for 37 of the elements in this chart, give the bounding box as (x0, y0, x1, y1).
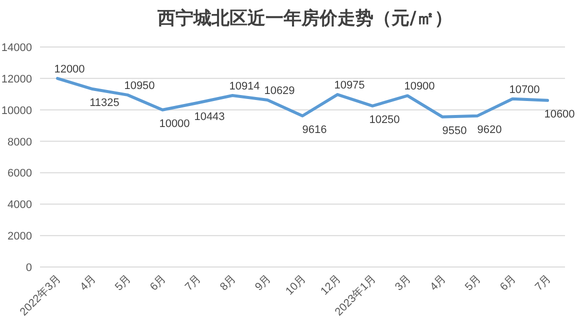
chart-title: 西宁城北区近一年房价走势（元/㎡） (156, 8, 452, 29)
data-label: 10975 (334, 80, 365, 92)
x-tick-label: 7月 (183, 272, 204, 294)
data-label: 10900 (404, 80, 435, 93)
x-tick-label: 7月 (533, 272, 554, 294)
data-label: 10629 (264, 84, 295, 97)
x-tick-label: 9月 (253, 272, 274, 294)
y-tick-label: 12000 (1, 73, 32, 86)
data-label: 10914 (229, 80, 260, 92)
x-tick-label: 12月 (318, 272, 344, 298)
data-label: 9620 (477, 124, 502, 136)
y-tick-label: 14000 (1, 42, 32, 54)
y-tick-label: 10000 (1, 104, 32, 117)
x-tick-label: 6月 (498, 272, 519, 294)
y-tick-label: 8000 (8, 136, 32, 148)
data-label: 10600 (544, 108, 575, 120)
data-label: 9616 (302, 124, 327, 136)
x-tick-label: 8月 (218, 272, 239, 294)
y-tick-label: 0 (26, 262, 32, 274)
x-tick-label: 10月 (284, 272, 309, 298)
y-tick-label: 4000 (8, 199, 32, 212)
data-label: 10443 (194, 110, 225, 123)
x-tick-label: 5月 (463, 272, 484, 294)
data-label: 12000 (54, 63, 85, 76)
y-tick-label: 2000 (8, 230, 32, 243)
y-tick-label: 6000 (8, 168, 32, 180)
data-label: 10000 (159, 118, 190, 130)
x-tick-label: 6月 (148, 272, 169, 294)
x-tick-label: 4月 (78, 272, 99, 294)
data-label: 10950 (124, 80, 155, 92)
data-label: 9550 (442, 124, 467, 137)
data-label: 10250 (369, 114, 400, 126)
data-label: 10700 (509, 84, 540, 96)
x-tick-label: 4月 (428, 272, 449, 294)
data-label: 11325 (90, 97, 120, 110)
x-tick-label: 3月 (393, 272, 414, 294)
x-tick-label: 5月 (113, 272, 134, 294)
